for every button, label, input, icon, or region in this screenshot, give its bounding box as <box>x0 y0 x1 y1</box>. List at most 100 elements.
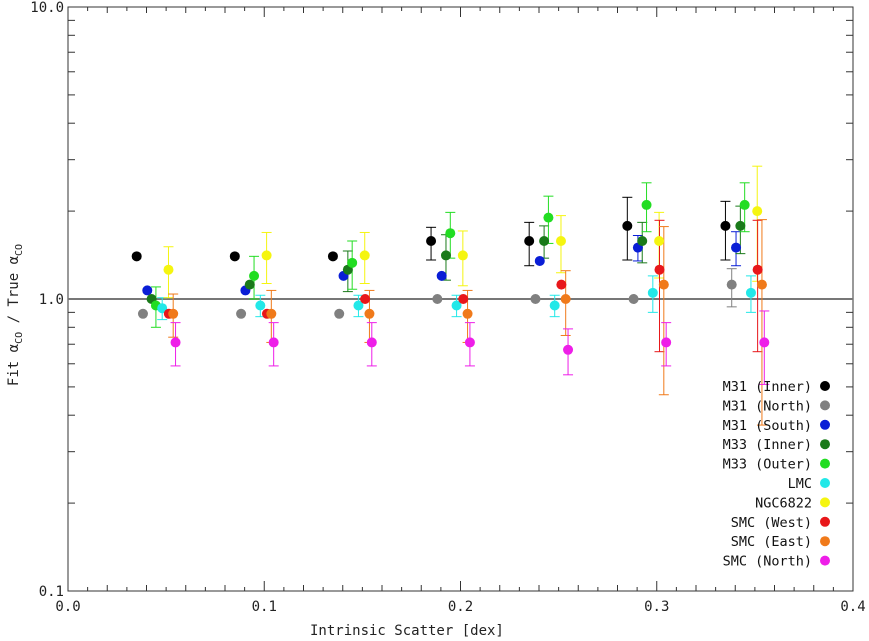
y-label-mid: / True <box>6 264 22 331</box>
data-point <box>334 308 345 319</box>
legend-label: M31 (Inner) <box>723 379 812 395</box>
y-axis-label: Fit αCO / True αCO <box>6 244 25 386</box>
x-tick-labels: 0.0 0.1 0.2 0.3 0.4 <box>55 599 865 615</box>
data-point <box>752 264 763 275</box>
legend-marker <box>820 458 830 469</box>
legend-marker <box>820 516 830 527</box>
y-label-alpha-2: α <box>6 255 22 264</box>
data-point <box>556 279 567 290</box>
data-point <box>543 212 554 223</box>
data-point <box>530 294 541 304</box>
data-point <box>641 199 652 210</box>
data-point <box>628 294 639 304</box>
data-point <box>622 220 633 231</box>
data-point <box>654 264 665 275</box>
data-point <box>364 308 375 319</box>
data-point <box>440 250 451 261</box>
data-point <box>555 235 566 246</box>
data-point <box>654 235 665 246</box>
x-tick-label: 0.0 <box>55 599 80 615</box>
legend-label: M33 (Inner) <box>723 437 812 453</box>
data-point <box>261 250 272 261</box>
y-tick-label: 0.1 <box>39 584 64 600</box>
legend-marker <box>820 439 830 450</box>
data-point <box>359 250 370 261</box>
data-point <box>457 250 468 261</box>
data-point <box>249 270 260 281</box>
data-point <box>759 337 770 348</box>
x-axis-label: Intrinsic Scatter [dex] <box>310 623 504 639</box>
data-point <box>661 337 672 348</box>
data-point <box>560 294 571 304</box>
x-tick-label: 0.2 <box>448 599 473 615</box>
data-point <box>451 300 462 311</box>
data-point <box>157 303 168 314</box>
data-point <box>720 220 731 231</box>
legend-label: M31 (South) <box>723 418 812 434</box>
axis-ticks <box>67 6 854 592</box>
data-point <box>131 251 142 262</box>
data-point <box>327 251 338 262</box>
data-point <box>445 228 456 239</box>
data-point <box>458 294 469 304</box>
data-point <box>739 199 750 210</box>
data-point <box>436 270 447 281</box>
legend-marker <box>820 400 830 411</box>
x-tick-label: 0.1 <box>252 599 277 615</box>
y-tick-label: 1.0 <box>39 292 64 308</box>
legend-marker <box>820 419 830 430</box>
data-point <box>360 294 371 304</box>
x-tick-label: 0.4 <box>840 599 865 615</box>
data-point <box>745 287 756 298</box>
data-point <box>726 279 737 290</box>
data-point <box>353 300 364 311</box>
legend-label: M31 (North) <box>723 398 812 414</box>
data-point <box>236 308 247 319</box>
data-point <box>163 264 174 275</box>
data-point <box>168 308 179 319</box>
data-point <box>266 308 277 319</box>
legend-label: NGC6822 <box>755 495 812 511</box>
data-point <box>244 279 255 290</box>
legend-marker <box>820 381 830 391</box>
data-point <box>426 235 437 246</box>
y-label-sub-1: CO <box>14 332 25 344</box>
legend-label: SMC (North) <box>723 554 812 570</box>
data-point <box>170 337 181 348</box>
legend-marker <box>820 555 830 566</box>
data-point <box>268 337 279 348</box>
data-point <box>647 287 658 298</box>
legend-marker <box>820 478 830 488</box>
data-point <box>255 300 266 311</box>
legend: M31 (Inner) M31 (North) M31 (South) M33 (In… <box>723 379 830 570</box>
legend-marker <box>820 536 830 547</box>
data-point <box>142 285 153 296</box>
data-point <box>549 300 560 311</box>
legend-label: M33 (Outer) <box>723 457 812 473</box>
data-point <box>229 251 240 262</box>
legend-label: LMC <box>788 476 812 492</box>
data-point <box>432 294 443 304</box>
y-label-sub-2: CO <box>14 244 25 256</box>
data-point <box>524 235 535 246</box>
data-point <box>539 235 550 246</box>
data-point <box>563 344 574 355</box>
data-point <box>137 308 148 319</box>
y-tick-label: 10.0 <box>30 0 64 16</box>
legend-label: SMC (East) <box>731 534 812 550</box>
data-point <box>637 235 648 246</box>
data-point <box>658 279 669 290</box>
data-points <box>131 199 770 355</box>
data-point <box>347 257 358 268</box>
data-point <box>752 206 763 217</box>
data-point <box>731 242 742 253</box>
legend-label: SMC (West) <box>731 515 812 531</box>
legend-marker <box>820 497 830 508</box>
data-point <box>735 220 746 231</box>
data-point <box>756 279 767 290</box>
data-point <box>464 337 475 348</box>
x-tick-label: 0.3 <box>644 599 669 615</box>
data-point <box>534 255 545 266</box>
